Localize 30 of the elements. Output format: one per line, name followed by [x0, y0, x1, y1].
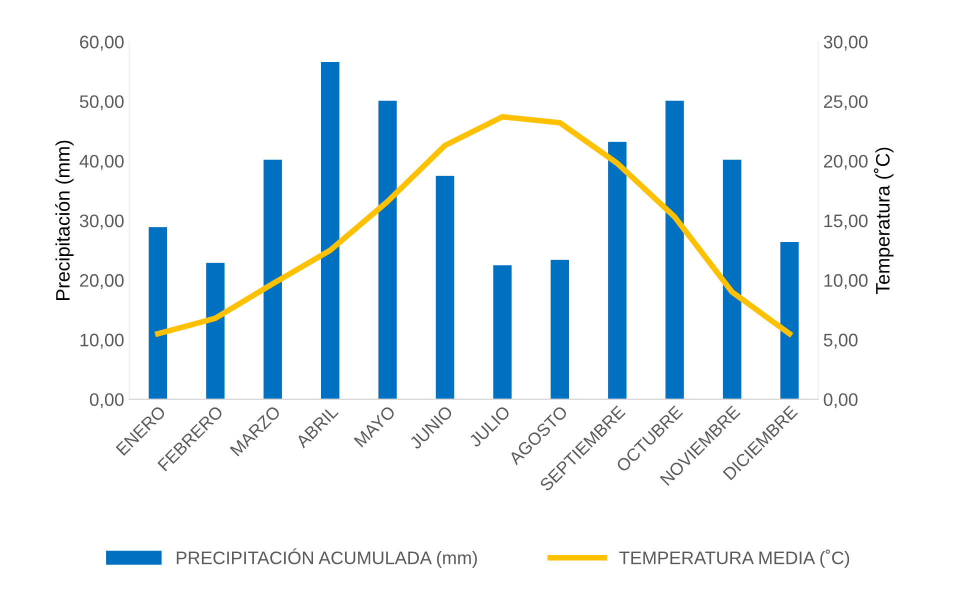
bar	[608, 142, 626, 400]
y-tick-label: 60,00	[80, 36, 124, 51]
y2-tick-label: 10,00	[824, 274, 868, 289]
y2-axis-title: Temperatura (˚C)	[874, 148, 894, 294]
y2-tick-label: 30,00	[824, 36, 868, 51]
y2-tick-label: 0,00	[824, 393, 858, 408]
bar	[148, 227, 168, 400]
y-axis-title: Precipitación (mm)	[55, 140, 74, 300]
y-tick-label: 10,00	[80, 334, 124, 349]
bar	[436, 176, 454, 400]
y2-tick-label: 20,00	[824, 154, 868, 170]
legend-label: PRECIPITACIÓN ACUMULADA (mm)	[176, 548, 477, 568]
bar	[550, 260, 570, 400]
y-tick-label: 20,00	[80, 274, 124, 289]
bar	[493, 265, 512, 400]
y-tick-label: 30,00	[80, 214, 124, 230]
bar	[780, 242, 799, 400]
bar	[206, 262, 225, 400]
y-tick-label: 50,00	[80, 95, 124, 110]
y-tick-label: 0,00	[90, 393, 124, 408]
bar	[666, 100, 684, 400]
bar	[378, 100, 397, 400]
bar	[722, 160, 742, 400]
bar	[264, 160, 282, 400]
y2-tick-label: 25,00	[824, 95, 868, 110]
legend-label: TEMPERATURA MEDIA (˚C)	[619, 550, 850, 568]
y2-tick-label: 15,00	[824, 214, 868, 230]
y2-tick-label: 5,00	[824, 334, 858, 349]
bar	[320, 62, 340, 400]
y-tick-label: 40,00	[80, 154, 124, 170]
